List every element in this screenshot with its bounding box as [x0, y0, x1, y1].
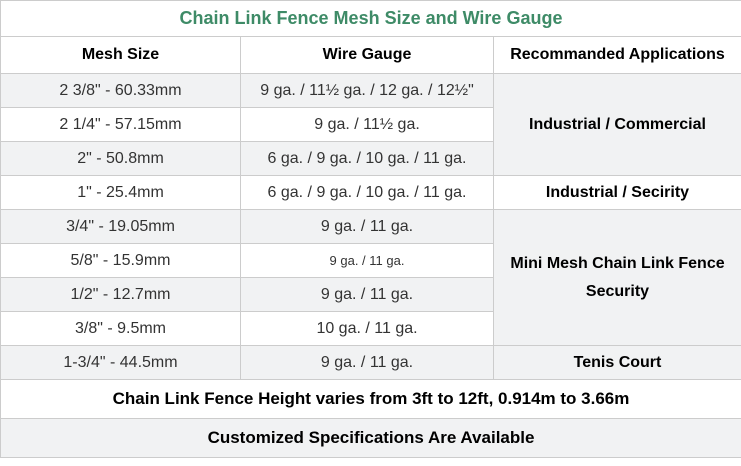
mesh-size-cell: 1" - 25.4mm — [0, 175, 241, 210]
mesh-size-cell: 2 1/4" - 57.15mm — [0, 107, 241, 142]
col-header-wire-gauge: Wire Gauge — [240, 36, 494, 74]
wire-gauge-cell: 6 ga. / 9 ga. / 10 ga. / 11 ga. — [240, 141, 494, 176]
mesh-size-cell: 1-3/4" - 44.5mm — [0, 345, 241, 380]
wire-gauge-cell: 10 ga. / 11 ga. — [240, 311, 494, 346]
table-row: 3/8" - 9.5mm 10 ga. / 11 ga. — [0, 311, 741, 346]
table-row: 2 1/4" - 57.15mm 9 ga. / 11½ ga. — [0, 107, 741, 142]
height-note-row: Chain Link Fence Height varies from 3ft … — [0, 379, 741, 419]
mesh-size-cell: 3/8" - 9.5mm — [0, 311, 241, 346]
header-row: Mesh Size Wire Gauge Recommanded Applica… — [0, 36, 741, 74]
table-row: 1" - 25.4mm 6 ga. / 9 ga. / 10 ga. / 11 … — [0, 175, 741, 210]
wire-gauge-cell: 9 ga. / 11½ ga. — [240, 107, 494, 142]
application-cell: Tenis Court — [493, 345, 741, 380]
mesh-size-cell: 2" - 50.8mm — [0, 141, 241, 176]
application-cell: Industrial / Secirity — [493, 175, 741, 210]
col-header-mesh-size: Mesh Size — [0, 36, 241, 74]
mesh-size-cell: 5/8" - 15.9mm — [0, 243, 241, 278]
wire-gauge-cell: 9 ga. / 11 ga. — [240, 345, 494, 380]
table-row: 3/4" - 19.05mm 9 ga. / 11 ga. Mini Mesh … — [0, 209, 741, 346]
wire-gauge-cell: 9 ga. / 11 ga. — [240, 209, 494, 244]
table-title: Chain Link Fence Mesh Size and Wire Gaug… — [0, 0, 741, 37]
table-row: 1-3/4" - 44.5mm 9 ga. / 11 ga. Tenis Cou… — [0, 345, 741, 380]
table-row: 1/2" - 12.7mm 9 ga. / 11 ga. — [0, 277, 741, 312]
application-cell: Industrial / Commercial — [493, 73, 741, 176]
wire-gauge-cell: 9 ga. / 11½ ga. / 12 ga. / 12½" — [240, 73, 494, 108]
wire-gauge-cell: 9 ga. / 11 ga. — [240, 277, 494, 312]
mesh-size-cell: 2 3/8" - 60.33mm — [0, 73, 241, 108]
table-row: 2 3/8" - 60.33mm 9 ga. / 11½ ga. / 12 ga… — [0, 73, 741, 176]
wire-gauge-cell: 6 ga. / 9 ga. / 10 ga. / 11 ga. — [240, 175, 494, 210]
mesh-size-cell: 3/4" - 19.05mm — [0, 209, 241, 244]
mesh-size-cell: 1/2" - 12.7mm — [0, 277, 241, 312]
title-row: Chain Link Fence Mesh Size and Wire Gaug… — [0, 0, 741, 37]
table-row: 5/8" - 15.9mm 9 ga. / 11 ga. — [0, 243, 741, 278]
wire-gauge-cell: 9 ga. / 11 ga. — [240, 243, 494, 278]
customized-specs-note: Customized Specifications Are Available — [0, 418, 741, 458]
fence-height-note: Chain Link Fence Height varies from 3ft … — [0, 379, 741, 419]
customized-note-row: Customized Specifications Are Available — [0, 418, 741, 458]
col-header-applications: Recommanded Applications — [493, 36, 741, 74]
application-cell: Mini Mesh Chain Link Fence Security — [493, 209, 741, 346]
